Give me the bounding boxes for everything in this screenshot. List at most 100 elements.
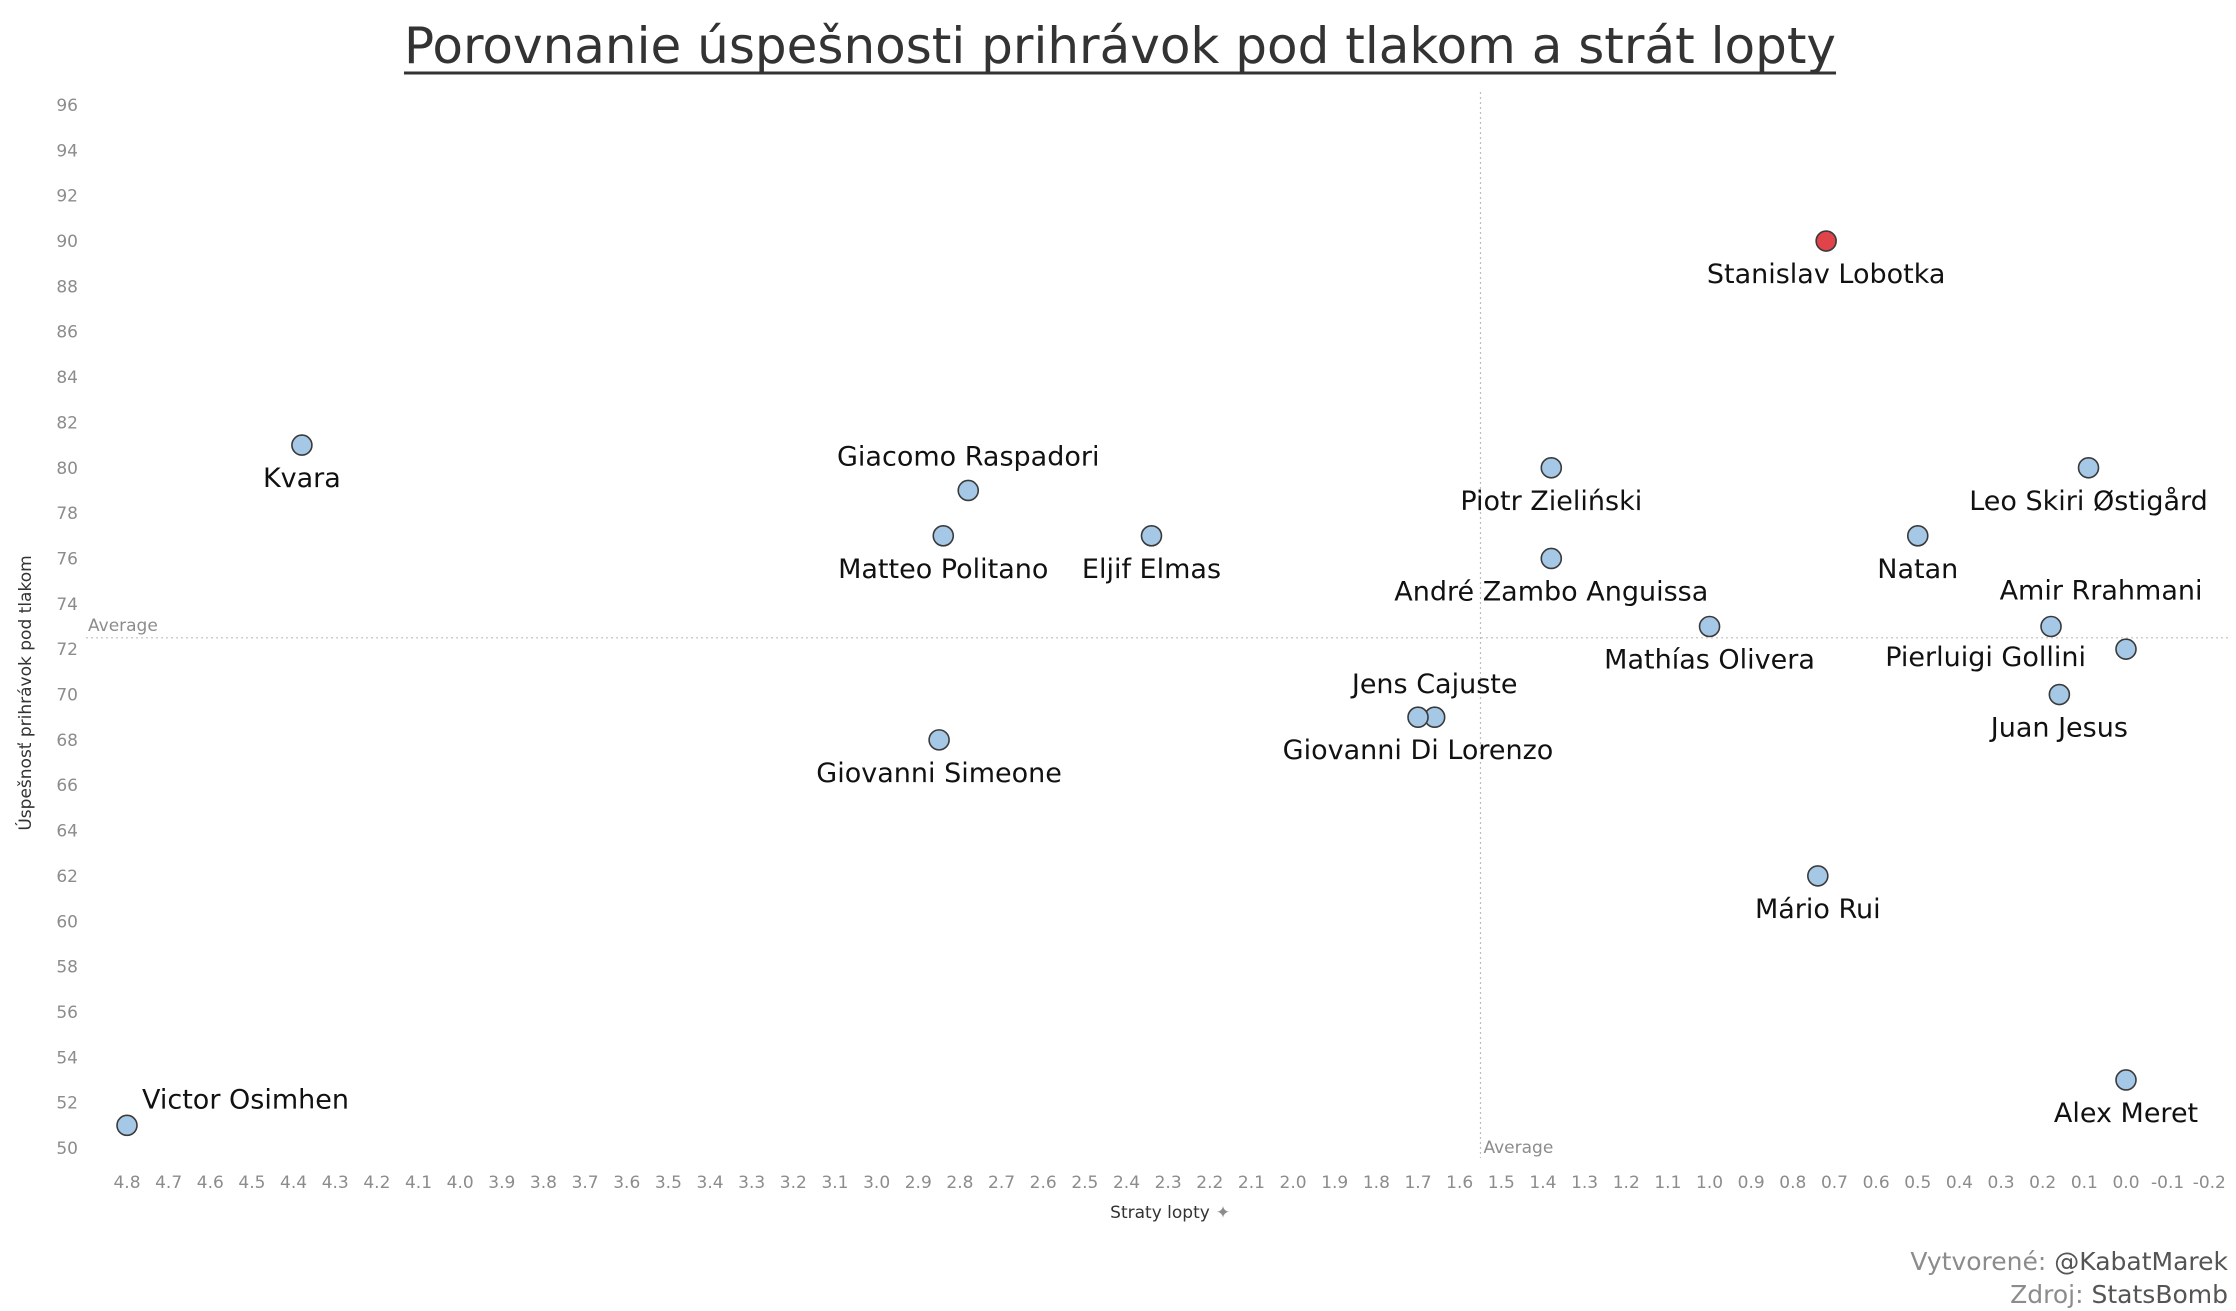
pin-icon: ✦ — [1216, 1203, 1230, 1223]
point-label: Alex Meret — [2054, 1098, 2198, 1129]
point-label: André Zambo Anguissa — [1394, 576, 1708, 607]
data-point[interactable] — [1140, 525, 1163, 547]
point-label: Jens Cajuste — [1350, 669, 1518, 700]
data-point[interactable] — [2040, 615, 2062, 638]
x-tick-label: 4.3 — [322, 1173, 349, 1193]
data-point[interactable] — [957, 479, 980, 502]
x-tick-label: 3.4 — [697, 1173, 724, 1193]
x-tick-label: 2.2 — [1196, 1173, 1223, 1193]
data-point[interactable] — [116, 1114, 138, 1137]
x-tick-label: 4.7 — [155, 1173, 182, 1193]
data-point[interactable] — [291, 434, 313, 456]
data-source: Zdroj: StatsBomb — [1910, 1278, 2228, 1311]
data-point[interactable] — [2115, 638, 2137, 660]
x-tick-label: 1.1 — [1654, 1173, 1681, 1193]
x-tick-label: -0.1 — [2151, 1173, 2184, 1193]
point-label: Eljif Elmas — [1082, 554, 1221, 585]
average-reference-lines: Average Average — [86, 92, 2230, 1158]
data-point[interactable] — [2048, 683, 2071, 706]
data-point[interactable] — [2077, 456, 2100, 479]
point-label: Giacomo Raspadori — [837, 441, 1099, 472]
x-tick-label: 0.2 — [2029, 1173, 2056, 1193]
data-point[interactable] — [1540, 547, 1563, 570]
point-label: Giovanni Simeone — [816, 758, 1062, 789]
y-tick-label: 88 — [56, 277, 78, 297]
x-tick-label: 2.3 — [1155, 1173, 1182, 1193]
point-label: Matteo Politano — [838, 554, 1048, 585]
x-axis-ticks: 4.8 4.7 4.6 4.5 4.4 4.3 4.2 4.1 4.0 3.9 3.8 3.7 3.6 3… — [113, 1173, 2225, 1193]
x-tick-label: 4.0 — [447, 1173, 474, 1193]
x-tick-label: 4.5 — [238, 1173, 265, 1193]
y-tick-label: 64 — [56, 822, 78, 842]
average-y-label: Average — [88, 616, 158, 636]
data-point[interactable] — [1407, 706, 1429, 728]
x-tick-label: 0.5 — [1904, 1173, 1931, 1193]
point-label: Leo Skiri Østigård — [1969, 486, 2208, 517]
y-tick-label: 74 — [56, 595, 78, 615]
point-label: Giovanni Di Lorenzo — [1283, 735, 1554, 766]
data-point[interactable] — [1807, 865, 1829, 887]
x-tick-label: 3.3 — [738, 1173, 765, 1193]
x-tick-label: 3.7 — [572, 1173, 599, 1193]
data-point[interactable] — [928, 729, 950, 751]
x-tick-label: 0.4 — [1946, 1173, 1973, 1193]
created-prefix: Vytvorené: — [1910, 1247, 2055, 1276]
x-tick-label: 1.2 — [1613, 1173, 1640, 1193]
point-labels: Stanislav Lobotka Kvara Giacomo Raspadori M… — [142, 259, 2208, 1129]
x-tick-label: 4.2 — [363, 1173, 390, 1193]
x-tick-label: 1.4 — [1529, 1173, 1556, 1193]
x-tick-label: 0.3 — [1988, 1173, 2015, 1193]
y-tick-label: 86 — [56, 323, 78, 343]
y-tick-label: 66 — [56, 776, 78, 796]
chart-title: Porovnanie úspešnosti prihrávok pod tlak… — [404, 17, 1836, 75]
source-prefix: Zdroj: — [2010, 1280, 2092, 1309]
point-label: Pierluigi Gollini — [1885, 642, 2086, 673]
point-label: Juan Jesus — [1989, 713, 2128, 744]
y-tick-label: 56 — [56, 1003, 78, 1023]
y-tick-label: 58 — [56, 958, 78, 978]
title-group: Porovnanie úspešnosti prihrávok pod tlak… — [403, 17, 1837, 75]
x-tick-label: 3.9 — [488, 1173, 515, 1193]
x-tick-label: 2.9 — [905, 1173, 932, 1193]
x-tick-label: -0.2 — [2193, 1173, 2226, 1193]
x-tick-label: 0.6 — [1863, 1173, 1890, 1193]
data-point[interactable] — [1698, 615, 1721, 638]
x-tick-label: 0.8 — [1779, 1173, 1806, 1193]
data-point[interactable] — [932, 525, 955, 547]
y-tick-label: 72 — [56, 640, 78, 660]
x-tick-label: 1.9 — [1321, 1173, 1348, 1193]
point-label: Stanislav Lobotka — [1707, 259, 1946, 290]
data-point[interactable] — [1815, 230, 1837, 252]
x-tick-label: 3.5 — [655, 1173, 682, 1193]
x-tick-label: 1.3 — [1571, 1173, 1598, 1193]
point-label: Natan — [1877, 554, 1958, 585]
y-tick-label: 50 — [56, 1139, 78, 1159]
y-tick-label: 60 — [56, 912, 78, 932]
x-tick-label: 2.0 — [1280, 1173, 1307, 1193]
x-tick-label: 4.8 — [113, 1173, 140, 1193]
x-tick-label: 1.8 — [1363, 1173, 1390, 1193]
data-points — [116, 230, 2137, 1137]
point-label: Mário Rui — [1755, 894, 1881, 925]
point-label: Victor Osimhen — [142, 1084, 349, 1115]
x-tick-label: 2.5 — [1071, 1173, 1098, 1193]
point-label: Amir Rrahmani — [2000, 576, 2203, 607]
y-tick-label: 62 — [56, 867, 78, 887]
y-tick-label: 90 — [56, 232, 78, 252]
y-tick-label: 54 — [56, 1048, 78, 1068]
x-tick-label: 0.1 — [2071, 1173, 2098, 1193]
y-tick-label: 52 — [56, 1094, 78, 1114]
x-tick-label: 4.4 — [280, 1173, 307, 1193]
x-tick-label: 3.1 — [821, 1173, 848, 1193]
x-tick-label: 2.6 — [1030, 1173, 1057, 1193]
data-point[interactable] — [1540, 456, 1563, 479]
point-label: Piotr Zieliński — [1460, 486, 1642, 517]
data-point[interactable] — [2115, 1069, 2137, 1091]
y-tick-label: 92 — [56, 187, 78, 207]
data-point[interactable] — [1906, 525, 1929, 547]
x-tick-label: 1.7 — [1404, 1173, 1431, 1193]
y-tick-label: 70 — [56, 686, 78, 706]
x-tick-label: 0.9 — [1738, 1173, 1765, 1193]
x-tick-label: 2.8 — [946, 1173, 973, 1193]
y-tick-label: 68 — [56, 731, 78, 751]
